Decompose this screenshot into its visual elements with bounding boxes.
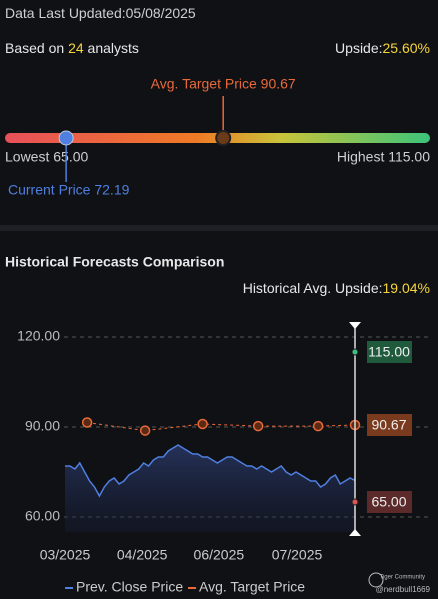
target-point bbox=[139, 425, 151, 436]
upside: Upside:25.60% bbox=[335, 40, 430, 56]
target-point bbox=[312, 420, 324, 432]
analyst-count: 24 bbox=[68, 40, 84, 56]
annotation-label: 115.00 bbox=[368, 344, 410, 360]
target-point bbox=[81, 417, 93, 428]
based-on: Based on bbox=[5, 40, 64, 56]
annotation-dot bbox=[351, 348, 359, 356]
x-tick-label: 04/2025 bbox=[117, 547, 168, 563]
upside-value: 25.60% bbox=[383, 40, 430, 56]
history-upside: Historical Avg. Upside:19.04% bbox=[243, 280, 430, 296]
price-line bbox=[65, 444, 356, 498]
annotation-label: 90.67 bbox=[371, 417, 406, 433]
crosshair-bottom bbox=[349, 529, 361, 536]
low-label: Lowest 65.00 bbox=[5, 149, 88, 165]
target-point bbox=[197, 418, 208, 430]
watermark-user: @nerdbull1669 bbox=[376, 585, 431, 594]
updated-date: 05/08/2025 bbox=[126, 5, 196, 21]
annotation-label: 65.00 bbox=[371, 494, 406, 510]
analysts: Based on 24 analysts bbox=[5, 40, 139, 56]
x-tick-label: 03/2025 bbox=[40, 547, 91, 563]
current-label: Current Price 72.19 bbox=[8, 182, 130, 198]
upside-label: Upside: bbox=[335, 40, 382, 56]
legend-label: Avg. Target Price bbox=[199, 579, 305, 595]
target-marker bbox=[215, 130, 232, 146]
section-title: Historical Forecasts Comparison bbox=[5, 254, 224, 270]
target-line bbox=[87, 422, 356, 432]
annotation-box bbox=[367, 413, 412, 436]
updated: Data Last Updated:05/08/2025 bbox=[5, 5, 196, 21]
y-tick-label: 90.00 bbox=[25, 418, 60, 434]
x-tick-label: 07/2025 bbox=[272, 547, 323, 563]
y-tick-label: 60.00 bbox=[25, 508, 60, 524]
legend-label: Prev. Close Price bbox=[76, 579, 183, 595]
updated-label: Data Last Updated: bbox=[5, 5, 126, 21]
current-marker bbox=[58, 130, 74, 146]
x-tick-label: 06/2025 bbox=[194, 547, 245, 563]
watermark-brand: Tiger Community bbox=[380, 575, 425, 581]
target-point bbox=[252, 420, 264, 432]
analysts-suffix: analysts bbox=[88, 40, 139, 56]
watermark-logo bbox=[368, 572, 384, 588]
annotation-box bbox=[367, 341, 412, 363]
history-upside-label: Historical Avg. Upside: bbox=[243, 280, 383, 296]
price-area bbox=[65, 445, 355, 532]
target-label: Avg. Target Price 90.67 bbox=[151, 76, 296, 92]
high-label: Highest 115.00 bbox=[337, 149, 430, 165]
annotation-dot bbox=[351, 498, 359, 506]
y-tick-label: 120.00 bbox=[17, 328, 60, 344]
annotation-box bbox=[367, 491, 412, 513]
crosshair-top bbox=[349, 322, 361, 329]
history-upside-value: 19.04% bbox=[383, 280, 430, 296]
